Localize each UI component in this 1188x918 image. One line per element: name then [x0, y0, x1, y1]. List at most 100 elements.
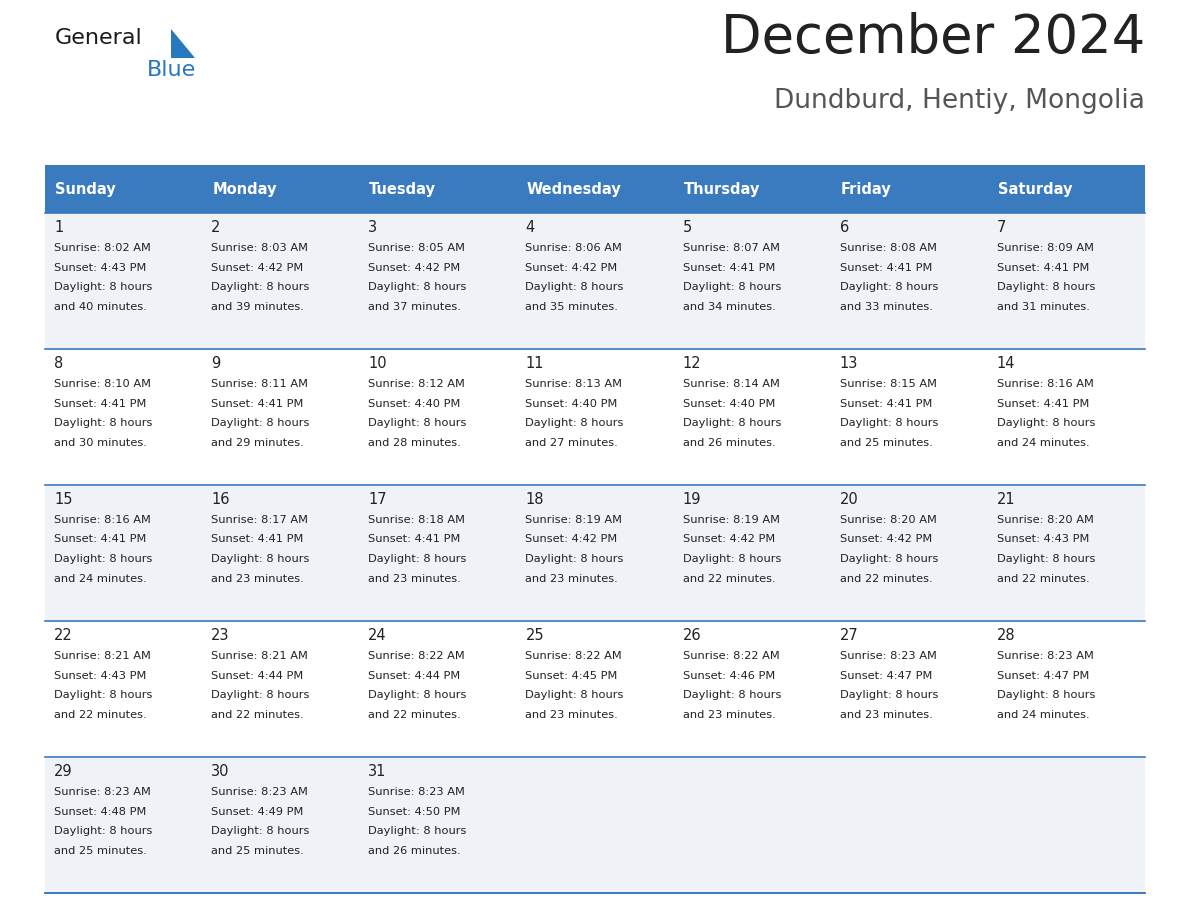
Text: Daylight: 8 hours: Daylight: 8 hours [368, 554, 467, 564]
Text: and 39 minutes.: and 39 minutes. [211, 301, 304, 311]
Text: Sunset: 4:49 PM: Sunset: 4:49 PM [211, 807, 303, 816]
Text: Wednesday: Wednesday [526, 182, 621, 196]
Text: Daylight: 8 hours: Daylight: 8 hours [53, 418, 152, 428]
Bar [359, 757, 517, 893]
Bar [359, 621, 517, 757]
Text: Monday: Monday [213, 182, 277, 196]
Text: Daylight: 8 hours: Daylight: 8 hours [997, 690, 1095, 700]
Bar [988, 757, 1145, 893]
Text: and 28 minutes.: and 28 minutes. [368, 438, 461, 447]
Text: Daylight: 8 hours: Daylight: 8 hours [368, 690, 467, 700]
Text: Daylight: 8 hours: Daylight: 8 hours [211, 826, 310, 836]
Text: Sunrise: 8:09 AM: Sunrise: 8:09 AM [997, 243, 1094, 253]
Bar [830, 757, 988, 893]
Text: Sunday: Sunday [55, 182, 115, 196]
Text: Sunset: 4:41 PM: Sunset: 4:41 PM [53, 398, 146, 409]
Text: Friday: Friday [841, 182, 891, 196]
Text: 31: 31 [368, 764, 386, 779]
Text: 12: 12 [683, 356, 701, 371]
Text: Sunset: 4:40 PM: Sunset: 4:40 PM [525, 398, 618, 409]
Text: and 24 minutes.: and 24 minutes. [997, 438, 1089, 447]
Text: and 22 minutes.: and 22 minutes. [211, 710, 304, 720]
Text: Daylight: 8 hours: Daylight: 8 hours [840, 554, 939, 564]
Text: Daylight: 8 hours: Daylight: 8 hours [211, 418, 310, 428]
Bar [45, 621, 202, 757]
Text: Sunrise: 8:14 AM: Sunrise: 8:14 AM [683, 379, 779, 389]
Text: Sunset: 4:47 PM: Sunset: 4:47 PM [997, 670, 1089, 680]
Text: Sunset: 4:42 PM: Sunset: 4:42 PM [525, 263, 618, 273]
Text: Sunset: 4:47 PM: Sunset: 4:47 PM [840, 670, 933, 680]
Text: Sunrise: 8:12 AM: Sunrise: 8:12 AM [368, 379, 466, 389]
Text: 22: 22 [53, 628, 72, 643]
Bar [359, 349, 517, 485]
Text: Daylight: 8 hours: Daylight: 8 hours [211, 690, 310, 700]
Text: and 25 minutes.: and 25 minutes. [840, 438, 933, 447]
Text: Sunset: 4:44 PM: Sunset: 4:44 PM [368, 670, 461, 680]
Bar [359, 165, 517, 213]
Bar [517, 349, 674, 485]
Text: and 22 minutes.: and 22 minutes. [840, 574, 933, 584]
Text: and 24 minutes.: and 24 minutes. [53, 574, 146, 584]
Bar [988, 485, 1145, 621]
Text: 26: 26 [683, 628, 701, 643]
Text: Thursday: Thursday [683, 182, 760, 196]
Text: 4: 4 [525, 220, 535, 235]
Text: Sunrise: 8:22 AM: Sunrise: 8:22 AM [368, 651, 465, 661]
Bar [674, 213, 830, 349]
Text: and 22 minutes.: and 22 minutes. [53, 710, 146, 720]
Text: Tuesday: Tuesday [369, 182, 436, 196]
Text: 3: 3 [368, 220, 378, 235]
Bar [674, 621, 830, 757]
Bar [830, 485, 988, 621]
Bar [202, 349, 359, 485]
Text: Sunrise: 8:11 AM: Sunrise: 8:11 AM [211, 379, 308, 389]
Text: Daylight: 8 hours: Daylight: 8 hours [683, 690, 781, 700]
Text: Sunset: 4:40 PM: Sunset: 4:40 PM [683, 398, 775, 409]
Text: Sunrise: 8:16 AM: Sunrise: 8:16 AM [997, 379, 1094, 389]
Text: 20: 20 [840, 492, 859, 507]
Text: and 35 minutes.: and 35 minutes. [525, 301, 618, 311]
Text: Sunset: 4:41 PM: Sunset: 4:41 PM [840, 398, 933, 409]
Text: 17: 17 [368, 492, 387, 507]
Text: Sunset: 4:43 PM: Sunset: 4:43 PM [53, 670, 146, 680]
Text: 25: 25 [525, 628, 544, 643]
Text: Sunset: 4:43 PM: Sunset: 4:43 PM [997, 534, 1089, 544]
Bar [830, 621, 988, 757]
Text: 29: 29 [53, 764, 72, 779]
Text: Daylight: 8 hours: Daylight: 8 hours [683, 554, 781, 564]
Text: Sunrise: 8:23 AM: Sunrise: 8:23 AM [997, 651, 1094, 661]
Bar [45, 757, 202, 893]
Text: Sunrise: 8:22 AM: Sunrise: 8:22 AM [525, 651, 623, 661]
Bar [359, 213, 517, 349]
Bar [202, 485, 359, 621]
Bar [674, 349, 830, 485]
Bar [202, 757, 359, 893]
Text: Sunset: 4:41 PM: Sunset: 4:41 PM [997, 398, 1089, 409]
Text: Sunrise: 8:20 AM: Sunrise: 8:20 AM [840, 515, 936, 525]
Text: Sunrise: 8:03 AM: Sunrise: 8:03 AM [211, 243, 308, 253]
Text: Sunrise: 8:23 AM: Sunrise: 8:23 AM [840, 651, 936, 661]
Text: and 23 minutes.: and 23 minutes. [368, 574, 461, 584]
Bar [988, 621, 1145, 757]
Bar [45, 213, 202, 349]
Bar [674, 165, 830, 213]
Bar [830, 349, 988, 485]
Bar [830, 213, 988, 349]
Text: Daylight: 8 hours: Daylight: 8 hours [683, 282, 781, 292]
Text: Daylight: 8 hours: Daylight: 8 hours [997, 282, 1095, 292]
Text: Sunrise: 8:19 AM: Sunrise: 8:19 AM [525, 515, 623, 525]
Text: Sunset: 4:48 PM: Sunset: 4:48 PM [53, 807, 146, 816]
Text: Sunrise: 8:20 AM: Sunrise: 8:20 AM [997, 515, 1094, 525]
Bar [45, 165, 202, 213]
Bar [988, 213, 1145, 349]
Text: and 27 minutes.: and 27 minutes. [525, 438, 618, 447]
Text: Sunrise: 8:23 AM: Sunrise: 8:23 AM [53, 787, 151, 797]
Text: Sunset: 4:42 PM: Sunset: 4:42 PM [525, 534, 618, 544]
Text: Sunset: 4:41 PM: Sunset: 4:41 PM [683, 263, 775, 273]
Text: Daylight: 8 hours: Daylight: 8 hours [997, 554, 1095, 564]
Text: Blue: Blue [147, 60, 196, 80]
Text: 24: 24 [368, 628, 387, 643]
Bar [202, 165, 359, 213]
Text: 13: 13 [840, 356, 858, 371]
Text: 19: 19 [683, 492, 701, 507]
